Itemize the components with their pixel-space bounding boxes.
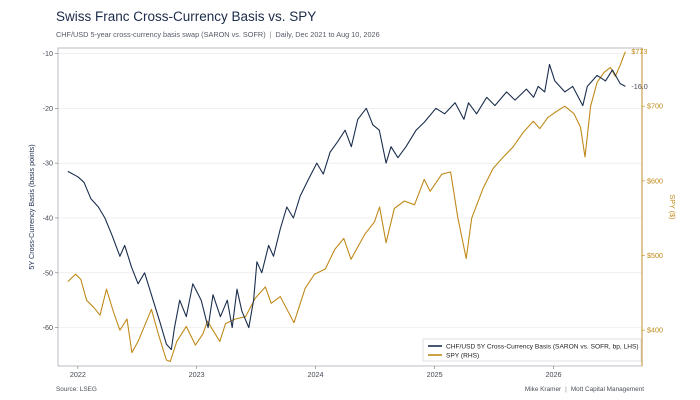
y-right-tick-label: $700 <box>647 102 663 111</box>
basis-end-label: -16.0 <box>631 82 647 91</box>
legend-label-spy: SPY (RHS) <box>446 352 479 359</box>
y-left-axis-title: 5Y Cross-Currency Basis (basis points) <box>27 144 36 269</box>
series-line-spy <box>67 51 626 363</box>
x-tick-label: 2026 <box>545 370 561 379</box>
subtitle-description: CHF/USD 5-year cross-currency basis swap… <box>56 30 266 39</box>
y-right-tick-label: $600 <box>647 176 663 185</box>
legend-box <box>422 338 642 362</box>
y-right-tick-label: $400 <box>647 326 663 335</box>
chart-title: Swiss Franc Cross-Currency Basis vs. SPY <box>56 9 317 24</box>
credit-note: Mike Kramer | Mott Capital Management <box>525 386 644 393</box>
y-left-tick-label: -50 <box>43 268 53 277</box>
plot-frame <box>57 47 643 367</box>
series-line-basis <box>67 63 626 351</box>
x-tick-label: 2024 <box>307 370 323 379</box>
x-tick-label: 2023 <box>189 370 205 379</box>
y-right-axis-title: SPY ($) <box>668 194 677 219</box>
y-left-tick-label: -40 <box>43 213 53 222</box>
credit-separator: | <box>565 386 567 393</box>
spy-end-label: $773 <box>631 47 647 56</box>
y-right-tick-label: $500 <box>647 251 663 260</box>
subtitle-separator: | <box>269 30 272 39</box>
subtitle-period: Daily, Dec 2021 to Aug 10, 2026 <box>275 30 380 39</box>
source-note: Source: LSEG <box>56 386 97 393</box>
x-tick-label: 2022 <box>70 370 86 379</box>
y-left-tick-label: -10 <box>43 49 53 58</box>
x-tick-label: 2025 <box>427 370 443 379</box>
credit-author: Mike Kramer <box>524 386 562 393</box>
legend-label-basis: CHF/USD 5Y Cross-Currency Basis (SARON v… <box>446 343 639 350</box>
chart-subtitle: CHF/USD 5-year cross-currency basis swap… <box>56 30 380 39</box>
y-left-tick-label: -30 <box>43 159 53 168</box>
y-left-tick-label: -20 <box>43 104 53 113</box>
credit-org: Mott Capital Management <box>570 386 644 393</box>
y-left-tick-label: -60 <box>43 323 53 332</box>
